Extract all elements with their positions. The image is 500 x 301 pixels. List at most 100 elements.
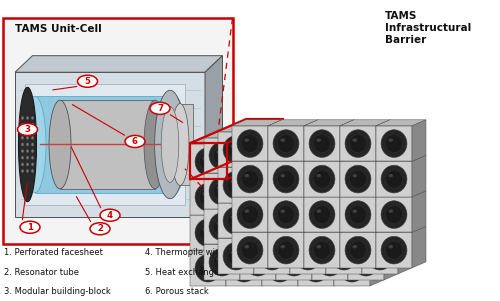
Polygon shape bbox=[290, 126, 304, 167]
Polygon shape bbox=[204, 167, 254, 173]
Ellipse shape bbox=[352, 138, 357, 142]
Ellipse shape bbox=[26, 150, 29, 153]
Ellipse shape bbox=[372, 176, 388, 194]
Polygon shape bbox=[362, 161, 376, 203]
Polygon shape bbox=[298, 209, 312, 250]
Polygon shape bbox=[304, 155, 318, 197]
Ellipse shape bbox=[154, 90, 186, 199]
Polygon shape bbox=[370, 173, 384, 215]
Ellipse shape bbox=[358, 147, 374, 165]
Polygon shape bbox=[218, 126, 268, 132]
Polygon shape bbox=[376, 197, 412, 232]
Ellipse shape bbox=[24, 96, 46, 193]
Polygon shape bbox=[343, 173, 382, 179]
Polygon shape bbox=[376, 120, 390, 161]
Polygon shape bbox=[204, 173, 240, 209]
Ellipse shape bbox=[228, 176, 244, 194]
Polygon shape bbox=[15, 56, 223, 72]
Text: 3. Modular building-block: 3. Modular building-block bbox=[4, 287, 111, 296]
Ellipse shape bbox=[360, 150, 365, 154]
Polygon shape bbox=[254, 232, 268, 274]
Ellipse shape bbox=[237, 201, 263, 228]
Ellipse shape bbox=[252, 150, 257, 154]
Ellipse shape bbox=[339, 254, 365, 282]
Ellipse shape bbox=[314, 170, 330, 188]
Ellipse shape bbox=[280, 245, 285, 248]
Polygon shape bbox=[240, 132, 254, 173]
Ellipse shape bbox=[358, 253, 374, 271]
Polygon shape bbox=[290, 161, 340, 167]
Polygon shape bbox=[262, 179, 298, 215]
Polygon shape bbox=[232, 161, 268, 197]
Polygon shape bbox=[276, 138, 312, 173]
Ellipse shape bbox=[214, 182, 230, 200]
Polygon shape bbox=[290, 197, 340, 203]
Polygon shape bbox=[290, 132, 326, 167]
Ellipse shape bbox=[245, 213, 271, 240]
Ellipse shape bbox=[278, 206, 294, 224]
Ellipse shape bbox=[242, 135, 258, 153]
Bar bbox=[2, 18, 232, 244]
Polygon shape bbox=[334, 173, 384, 179]
Ellipse shape bbox=[26, 123, 29, 126]
Ellipse shape bbox=[367, 207, 393, 234]
Polygon shape bbox=[334, 209, 384, 215]
Ellipse shape bbox=[314, 206, 330, 224]
Circle shape bbox=[150, 102, 170, 114]
Polygon shape bbox=[240, 238, 254, 280]
Ellipse shape bbox=[360, 257, 365, 260]
Polygon shape bbox=[312, 138, 348, 173]
Ellipse shape bbox=[236, 153, 252, 171]
Polygon shape bbox=[276, 238, 326, 244]
Polygon shape bbox=[340, 120, 390, 126]
Ellipse shape bbox=[216, 150, 221, 154]
Ellipse shape bbox=[336, 247, 352, 265]
Ellipse shape bbox=[267, 219, 293, 247]
Ellipse shape bbox=[216, 257, 221, 260]
Ellipse shape bbox=[345, 201, 371, 228]
Ellipse shape bbox=[316, 138, 321, 142]
Polygon shape bbox=[240, 238, 290, 244]
Ellipse shape bbox=[388, 209, 393, 213]
Ellipse shape bbox=[302, 180, 307, 183]
Ellipse shape bbox=[274, 228, 279, 231]
Polygon shape bbox=[304, 191, 354, 197]
Ellipse shape bbox=[228, 212, 244, 230]
Ellipse shape bbox=[374, 216, 379, 219]
Polygon shape bbox=[348, 138, 384, 173]
Ellipse shape bbox=[21, 123, 24, 126]
Polygon shape bbox=[362, 167, 398, 203]
Polygon shape bbox=[312, 238, 326, 280]
Ellipse shape bbox=[236, 188, 252, 206]
Ellipse shape bbox=[339, 183, 365, 211]
Polygon shape bbox=[204, 138, 240, 173]
Polygon shape bbox=[204, 132, 254, 138]
Ellipse shape bbox=[317, 213, 343, 240]
Polygon shape bbox=[262, 209, 312, 215]
Ellipse shape bbox=[21, 116, 24, 120]
Ellipse shape bbox=[350, 241, 366, 259]
Polygon shape bbox=[290, 232, 304, 274]
Ellipse shape bbox=[252, 257, 257, 260]
Polygon shape bbox=[254, 197, 268, 238]
Polygon shape bbox=[268, 191, 282, 232]
Polygon shape bbox=[334, 138, 384, 144]
Polygon shape bbox=[240, 173, 276, 209]
Ellipse shape bbox=[338, 251, 343, 254]
Ellipse shape bbox=[230, 180, 235, 183]
Ellipse shape bbox=[259, 171, 285, 199]
Polygon shape bbox=[340, 191, 390, 197]
Polygon shape bbox=[326, 126, 376, 132]
Polygon shape bbox=[334, 179, 370, 215]
Polygon shape bbox=[254, 167, 290, 203]
Ellipse shape bbox=[238, 157, 243, 160]
Ellipse shape bbox=[295, 136, 321, 163]
Ellipse shape bbox=[202, 263, 207, 266]
Polygon shape bbox=[304, 126, 340, 161]
Polygon shape bbox=[398, 232, 412, 274]
Ellipse shape bbox=[316, 245, 321, 248]
Ellipse shape bbox=[350, 135, 366, 153]
Polygon shape bbox=[340, 232, 376, 268]
Ellipse shape bbox=[250, 253, 266, 271]
Ellipse shape bbox=[331, 171, 357, 199]
